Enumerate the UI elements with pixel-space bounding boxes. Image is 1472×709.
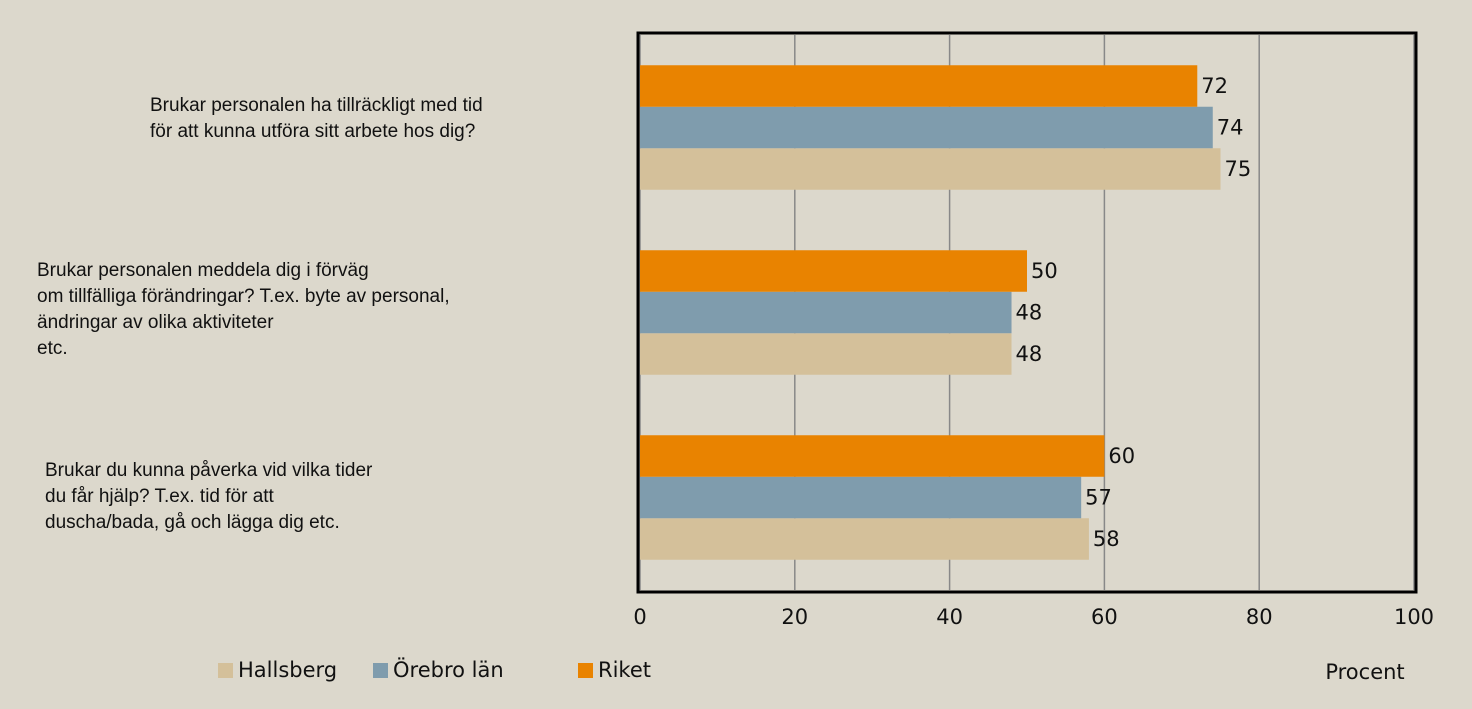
x-tick-label: 20	[781, 605, 808, 629]
legend-swatch	[218, 663, 233, 678]
bar	[640, 106, 1213, 149]
value-label: 74	[1217, 116, 1244, 140]
bar	[640, 291, 1012, 334]
value-label: 72	[1201, 74, 1228, 98]
x-tick-label: 100	[1394, 605, 1434, 629]
x-tick-label: 60	[1091, 605, 1118, 629]
x-tick-label: 80	[1246, 605, 1273, 629]
x-axis-label: Procent	[1325, 660, 1404, 684]
bar	[640, 518, 1089, 560]
bar	[640, 250, 1027, 292]
plot-frame	[636, 31, 1418, 594]
legend-swatch	[578, 663, 593, 678]
category-label: Brukar personalen meddela dig i förväg o…	[37, 260, 450, 359]
value-label: 48	[1016, 301, 1043, 325]
value-label: 57	[1085, 486, 1112, 510]
value-label: 48	[1016, 342, 1043, 366]
bar	[640, 148, 1221, 190]
category-label: Brukar personalen ha tillräckligt med ti…	[150, 95, 483, 142]
bar	[640, 333, 1012, 375]
category-label: Brukar du kunna påverka vid vilka tider …	[45, 460, 373, 533]
value-label: 60	[1108, 444, 1135, 468]
legend-swatch	[373, 663, 388, 678]
bar	[640, 476, 1082, 519]
value-label: 50	[1031, 259, 1058, 283]
x-tick-label: 0	[633, 605, 646, 629]
value-label: 75	[1225, 157, 1252, 181]
value-label: 58	[1093, 527, 1120, 551]
legend-label: Riket	[598, 658, 651, 682]
legend-label: Örebro län	[393, 657, 504, 682]
x-tick-label: 40	[936, 605, 963, 629]
bar	[640, 435, 1105, 477]
bar	[640, 65, 1198, 107]
legend-label: Hallsberg	[238, 658, 337, 682]
